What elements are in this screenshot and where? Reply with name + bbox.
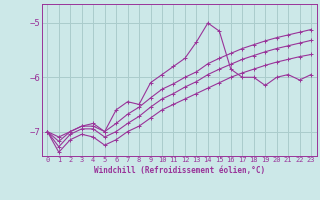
X-axis label: Windchill (Refroidissement éolien,°C): Windchill (Refroidissement éolien,°C) xyxy=(94,166,265,175)
